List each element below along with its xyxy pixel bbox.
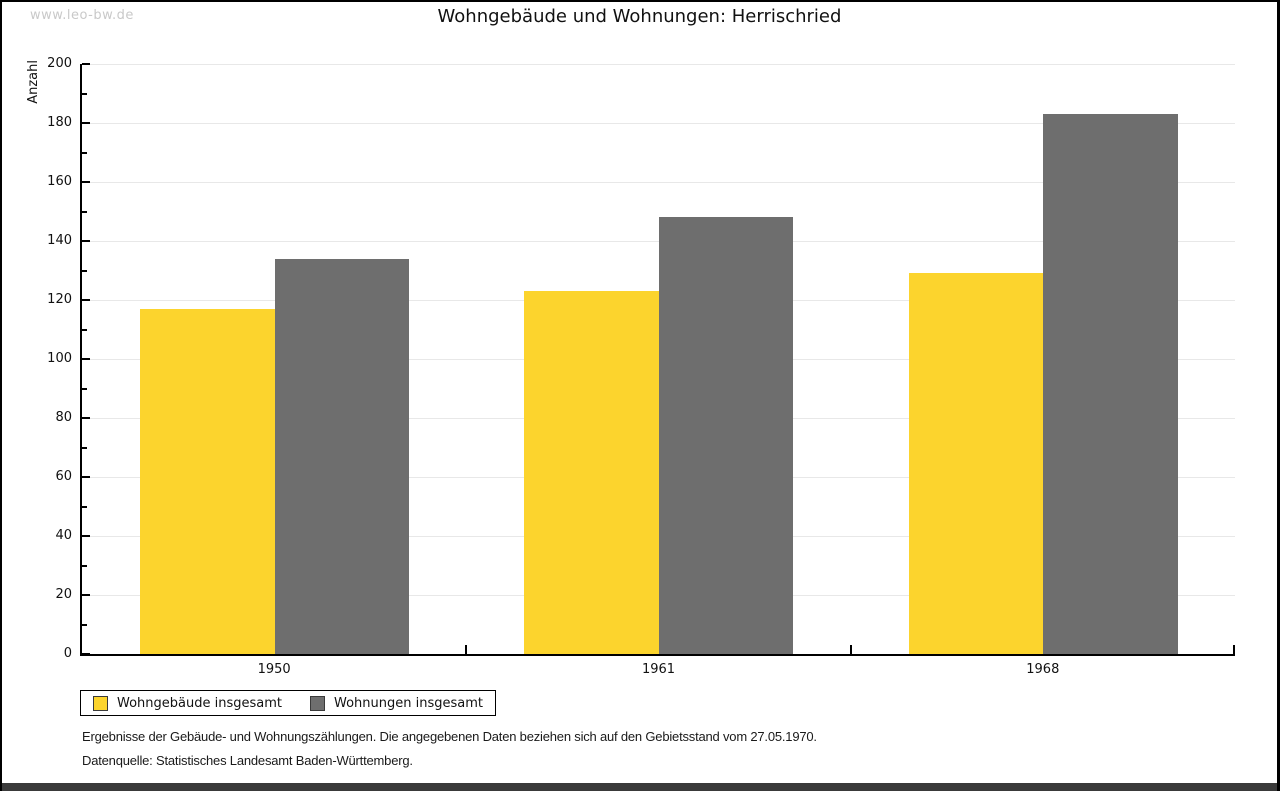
y-axis-major-tick-0 [82,653,90,655]
y-axis-tick-label-0: 0 [63,646,72,661]
y-axis-major-tick-100 [82,358,90,360]
x-axis-category-label-1950: 1950 [257,662,291,677]
legend: Wohngebäude insgesamt Wohnungen insgesam… [80,690,496,716]
legend-swatch-wohnungen [310,695,325,711]
bar-wohngebäude-1968 [908,273,1044,654]
y-axis-major-tick-60 [82,476,90,478]
y-axis-minor-tick-50 [82,505,87,508]
y-axis-minor-tick-190 [82,92,87,95]
footnote-data-source: Datenquelle: Statistisches Landesamt Bad… [82,753,413,768]
y-axis-major-tick-40 [82,535,90,537]
watermark: www.leo-bw.de [30,8,134,23]
y-axis-tick-label-160: 160 [47,174,72,189]
y-axis-tick-label-60: 60 [55,469,72,484]
bar-wohngebäude-1950 [140,308,275,654]
y-axis-major-tick-200 [82,63,90,65]
y-axis-major-tick-140 [82,240,90,242]
gridline-y-140 [82,241,1235,242]
gridline-y-180 [82,123,1235,124]
legend-label-wohnungen: Wohnungen insgesamt [334,695,483,711]
bar-wohnungen-1968 [1043,114,1178,654]
y-axis-minor-tick-110 [82,328,87,331]
bar-wohnungen-1950 [274,258,409,654]
y-axis-minor-tick-70 [82,446,87,449]
y-axis-major-tick-180 [82,122,90,124]
y-axis-minor-tick-130 [82,269,87,272]
gridline-y-160 [82,182,1235,183]
y-axis-tick-label-180: 180 [47,115,72,130]
y-axis-major-tick-80 [82,417,90,419]
x-axis-end-tick [1233,645,1235,654]
y-axis-tick-label-120: 120 [47,292,72,307]
bar-wohnungen-1961 [658,217,794,654]
y-axis-tick-label-20: 20 [55,587,72,602]
y-axis-minor-tick-170 [82,151,87,154]
y-axis-minor-tick-10 [82,623,87,626]
x-axis-boundary-tick-2 [849,645,852,654]
y-axis-major-tick-20 [82,594,90,596]
y-axis-tick-label-40: 40 [55,528,72,543]
gridline-y-200 [82,64,1235,65]
y-axis-minor-tick-30 [82,564,87,567]
y-axis-minor-tick-150 [82,210,87,213]
y-axis-major-tick-120 [82,299,90,301]
y-axis-tick-label-200: 200 [47,56,72,71]
y-axis-minor-tick-90 [82,387,87,390]
legend-swatch-wohngebaeude [93,695,108,711]
y-axis-tick-label-100: 100 [47,351,72,366]
y-axis-tick-label-80: 80 [55,410,72,425]
x-axis-category-label-1961: 1961 [641,662,676,677]
y-axis-tick-label-140: 140 [47,233,72,248]
plot-area: 0 20 40 60 80 100 120 140 160 180 200 1950 1961 1968 [47,56,1235,677]
x-axis-boundary-tick-1 [465,645,468,654]
legend-label-wohngebaeude: Wohngebäude insgesamt [117,695,282,711]
footnote-source-note: Ergebnisse der Gebäude- und Wohnungszähl… [82,729,817,744]
bar-wohngebäude-1961 [524,291,659,654]
chart-title: Wohngebäude und Wohnungen: Herrischried [437,6,842,27]
window-bottom-border [2,783,1277,791]
y-axis-major-tick-160 [82,181,90,183]
x-axis-category-label-1968: 1968 [1026,662,1060,677]
